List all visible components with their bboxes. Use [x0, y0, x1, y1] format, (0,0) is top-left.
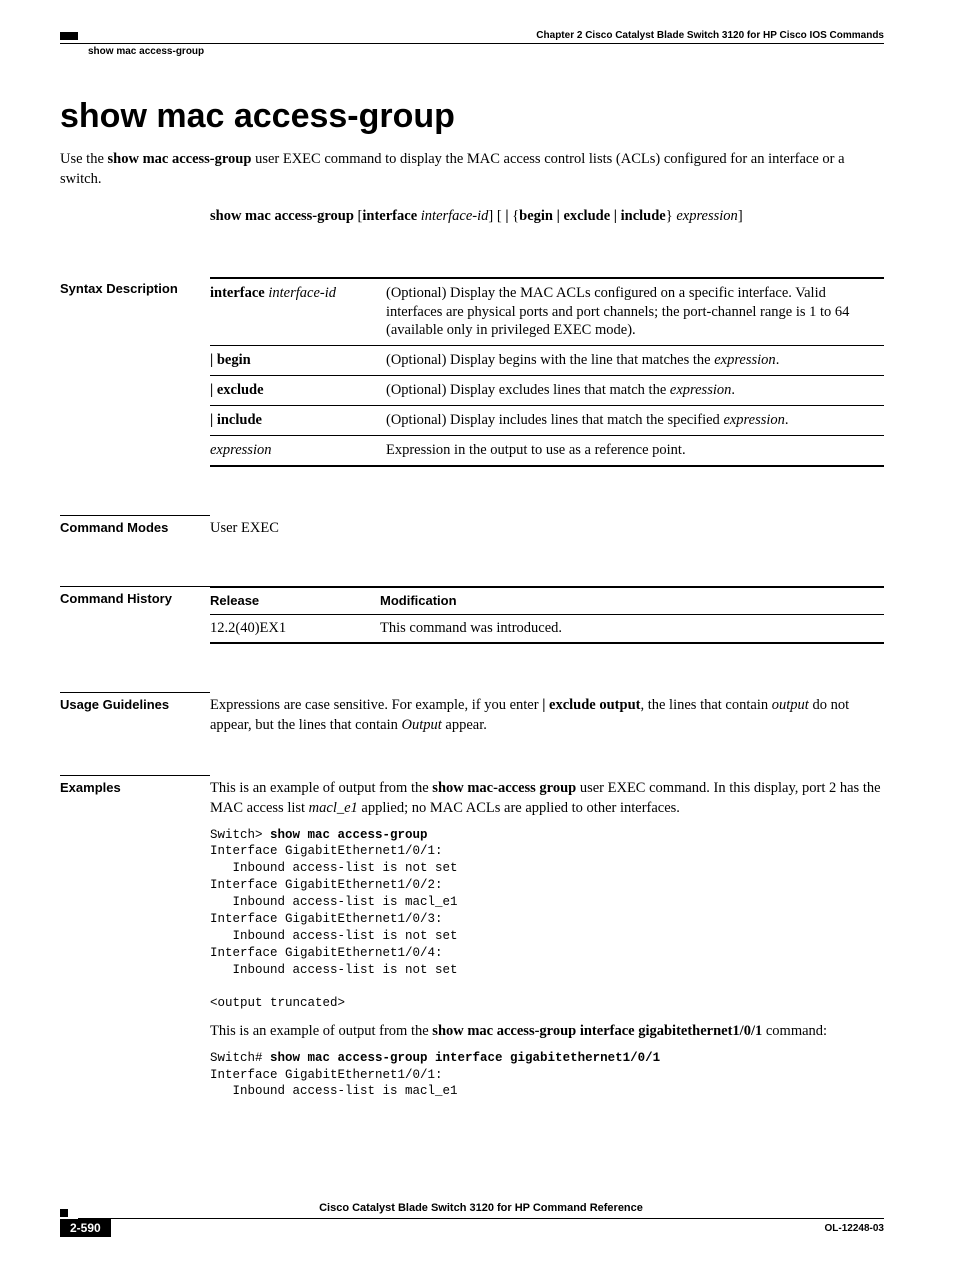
command-modes-section: Command Modes User EXEC [60, 515, 884, 539]
command-modes-label: Command Modes [60, 515, 210, 539]
syntax-b3: begin [519, 208, 556, 224]
ex-p1i: macl_e1 [309, 800, 358, 816]
r4c2i: expression [723, 412, 784, 428]
code2-prompt: Switch# [210, 1051, 270, 1065]
r4c2a: (Optional) Display includes lines that m… [386, 412, 723, 428]
ex-p1a: This is an example of output from the [210, 780, 432, 796]
page-footer: Cisco Catalyst Blade Switch 3120 for HP … [60, 1200, 884, 1237]
intro-bold: show mac access-group [108, 151, 252, 167]
table-row: 12.2(40)EX1 This command was introduced. [210, 614, 884, 643]
syntax-b2: interface [362, 208, 420, 224]
table-row: interface interface-id (Optional) Displa… [210, 278, 884, 346]
r2c2i: expression [714, 352, 775, 368]
code1-cmd: show mac access-group [270, 828, 428, 842]
table-row: | include (Optional) Display includes li… [210, 405, 884, 435]
code2-body: Interface GigabitEthernet1/0/1: Inbound … [210, 1068, 458, 1099]
r1c1i: interface-id [268, 285, 336, 301]
examples-label: Examples [60, 775, 210, 1110]
usage-guidelines-label: Usage Guidelines [60, 692, 210, 735]
r5c2: Expression in the output to use as a ref… [386, 435, 884, 465]
footer-ol-number: OL-12248-03 [825, 1223, 884, 1234]
r3c1: | exclude [210, 382, 264, 398]
page-title: show mac access-group [60, 97, 884, 136]
usage-b1: | exclude output [542, 697, 640, 713]
table-row: | begin (Optional) Display begins with t… [210, 346, 884, 376]
command-history-section: Command History Release Modification 12.… [60, 586, 884, 644]
r3c2i: expression [670, 382, 731, 398]
history-table: Release Modification 12.2(40)EX1 This co… [210, 586, 884, 644]
ex-p1b: show mac-access group [432, 780, 576, 796]
r4c1: | include [210, 412, 262, 428]
usage-t2: , the lines that contain [640, 697, 771, 713]
examples-section: Examples This is an example of output fr… [60, 775, 884, 1110]
syntax-line: show mac access-group [interface interfa… [210, 207, 884, 227]
table-row: | exclude (Optional) Display excludes li… [210, 376, 884, 406]
command-modes-value: User EXEC [210, 515, 884, 539]
example-p1: This is an example of output from the sh… [210, 779, 884, 818]
ex-p2a: This is an example of output from the [210, 1023, 432, 1039]
history-release: 12.2(40)EX1 [210, 614, 380, 643]
syntax-table: interface interface-id (Optional) Displa… [210, 277, 884, 467]
history-h2: Modification [380, 587, 884, 614]
code1-prompt: Switch> [210, 828, 270, 842]
r2c2a: (Optional) Display begins with the line … [386, 352, 714, 368]
r5c1: expression [210, 442, 271, 458]
usage-i2: Output [401, 717, 441, 733]
history-modification: This command was introduced. [380, 614, 884, 643]
usage-t4: appear. [442, 717, 487, 733]
syntax-i1: interface-id [421, 208, 489, 224]
history-h1: Release [210, 587, 380, 614]
intro-paragraph: Use the show mac access-group user EXEC … [60, 150, 884, 189]
usage-guidelines-section: Usage Guidelines Expressions are case se… [60, 692, 884, 735]
usage-i1: output [772, 697, 809, 713]
syntax-i2: expression [676, 208, 737, 224]
r1c2: (Optional) Display the MAC ACLs configur… [386, 278, 884, 346]
ex-p1d: applied; no MAC ACLs are applied to othe… [358, 800, 680, 816]
syntax-b4: exclude [563, 208, 613, 224]
r3c2a: (Optional) Display excludes lines that m… [386, 382, 670, 398]
header-section-text: show mac access-group [88, 46, 884, 57]
code2-cmd: show mac access-group interface gigabite… [270, 1051, 660, 1065]
footer-marker-icon [60, 1209, 68, 1217]
ex-p2c: command: [762, 1023, 827, 1039]
usage-t1: Expressions are case sensitive. For exam… [210, 697, 542, 713]
example-code-1: Switch> show mac access-group Interface … [210, 827, 884, 1013]
table-row: expression Expression in the output to u… [210, 435, 884, 465]
r1c1b: interface [210, 285, 268, 301]
ex-p2b: show mac access-group interface gigabite… [432, 1023, 762, 1039]
code1-body: Interface GigabitEthernet1/0/1: Inbound … [210, 844, 458, 1010]
footer-book-title: Cisco Catalyst Blade Switch 3120 for HP … [319, 1202, 643, 1218]
usage-text: Expressions are case sensitive. For exam… [210, 692, 884, 735]
syntax-b5: include [621, 208, 666, 224]
example-p2: This is an example of output from the sh… [210, 1022, 884, 1042]
syntax-description-label: Syntax Description [60, 277, 210, 467]
syntax-description-section: Syntax Description interface interface-i… [60, 277, 884, 467]
command-history-label: Command History [60, 586, 210, 644]
page-header: Chapter 2 Cisco Catalyst Blade Switch 31… [60, 30, 884, 44]
header-chapter-text: Chapter 2 Cisco Catalyst Blade Switch 31… [536, 30, 884, 41]
syntax-b1: show mac access-group [210, 208, 358, 224]
r2c1: | begin [210, 352, 251, 368]
page-container: Chapter 2 Cisco Catalyst Blade Switch 31… [0, 0, 954, 1267]
header-marker-icon [60, 32, 78, 40]
intro-pre: Use the [60, 151, 108, 167]
table-row: Release Modification [210, 587, 884, 614]
example-code-2: Switch# show mac access-group interface … [210, 1050, 884, 1101]
